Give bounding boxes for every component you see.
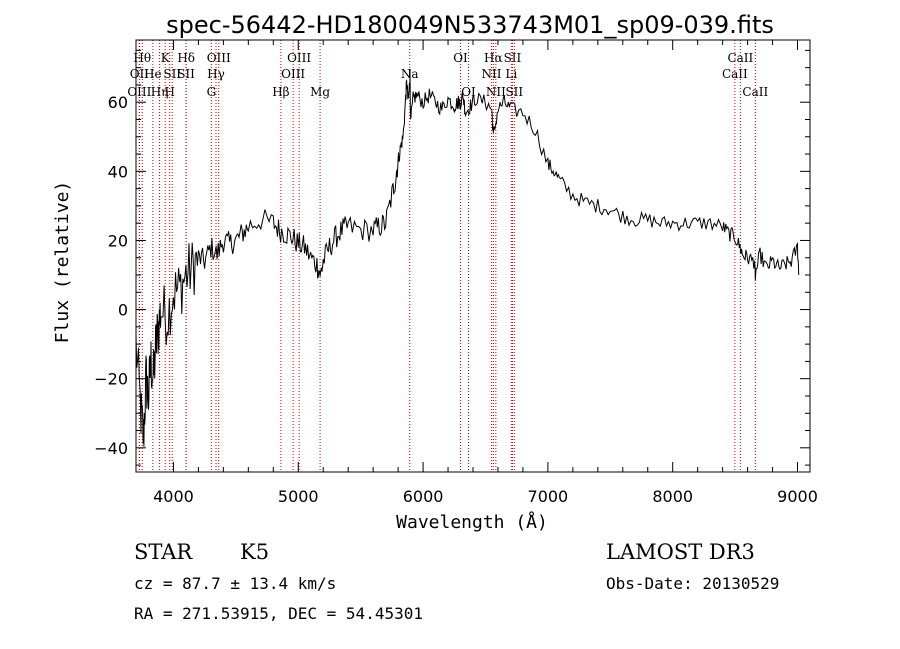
line-label-4: Hη: [151, 85, 169, 99]
emission-line-markers: HθOIIOIIIHeHηKHSIIHδSIIGHγOIIIHβOIIIOIII…: [127, 40, 768, 472]
survey-name: LAMOST DR3: [606, 540, 755, 564]
y-tick-label--40: −40: [94, 439, 128, 458]
x-tick-label-5000: 5000: [278, 487, 319, 506]
x-tick-label-9000: 9000: [777, 487, 818, 506]
line-label-21: Hα: [484, 51, 503, 65]
x-tick-label-8000: 8000: [652, 487, 693, 506]
line-label-26: CaII: [722, 67, 748, 81]
line-label-18: OI: [453, 51, 468, 65]
x-axis-ticks: 4000 5000 6000 7000 8000 9000: [153, 40, 818, 506]
chart-title: spec-56442-HD180049N533743M01_sp09-039.f…: [166, 11, 774, 39]
object-class: STAR: [134, 540, 193, 564]
line-label-12: OIII: [207, 51, 231, 65]
line-label-5: K: [161, 51, 171, 65]
line-label-2: OIII: [127, 85, 151, 99]
x-tick-label-4000: 4000: [153, 487, 194, 506]
line-label-11: Hγ: [207, 67, 225, 81]
y-tick-label--20: −20: [94, 370, 128, 389]
y-tick-label-60: 60: [108, 93, 128, 112]
line-label-28: CaII: [742, 85, 768, 99]
line-label-13: Hβ: [272, 85, 289, 99]
line-label-23: Li: [505, 67, 517, 81]
object-subclass: K5: [240, 540, 269, 564]
line-label-14: OIII: [281, 67, 305, 81]
line-label-0: Hθ: [133, 51, 151, 65]
y-tick-label-20: 20: [108, 231, 128, 250]
line-label-6: H: [164, 85, 174, 99]
line-label-20: NII: [481, 67, 501, 81]
line-label-3: He: [144, 67, 162, 81]
line-label-25: SII: [505, 85, 523, 99]
line-label-15: OIII: [287, 51, 311, 65]
x-tick-label-6000: 6000: [403, 487, 444, 506]
x-tick-label-7000: 7000: [528, 487, 569, 506]
plot-frame: [135, 39, 811, 473]
observation-date: Obs-Date: 20130529: [606, 574, 779, 593]
spectrum-series: [135, 69, 800, 447]
line-label-16: Mg: [310, 85, 330, 99]
series-line-0: [135, 69, 800, 447]
y-tick-label-0: 0: [118, 301, 128, 320]
redshift-velocity: cz = 87.7 ± 13.4 km/s: [134, 574, 336, 593]
sky-coordinates: RA = 271.53915, DEC = 54.45301: [134, 604, 423, 623]
line-label-27: CaII: [727, 51, 753, 65]
line-label-10: G: [207, 85, 217, 99]
y-tick-label-40: 40: [108, 162, 128, 181]
line-label-7: SII: [163, 67, 181, 81]
x-axis-label: Wavelength (Å): [396, 511, 548, 533]
line-label-9: SII: [177, 67, 195, 81]
y-axis-ticks: −40 −20 0 20 40 60: [94, 49, 810, 466]
y-axis-label: Flux (relative): [52, 181, 73, 344]
line-label-22: NII: [486, 85, 506, 99]
line-label-19: OI: [461, 85, 476, 99]
line-label-24: SII: [504, 51, 522, 65]
